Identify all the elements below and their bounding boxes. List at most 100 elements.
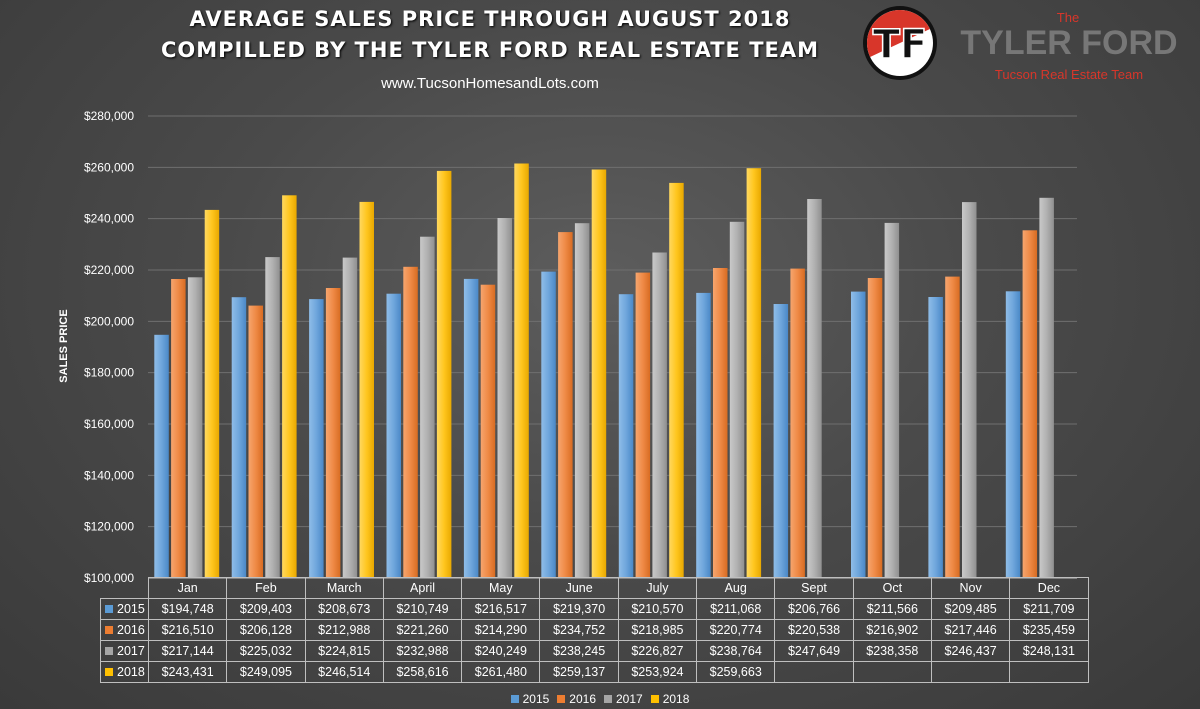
data-label: $208,673 [304,598,384,620]
bar-2017-nov [962,202,977,578]
data-label: $206,766 [774,598,854,620]
legend-label: 2018 [662,692,690,706]
x-tick-label: April [382,577,463,599]
x-tick-label: Aug [696,577,776,599]
x-tick-label: Feb [226,577,306,599]
table-row-header: 2018 [100,661,149,683]
x-tick-label: Nov [930,577,1011,599]
y-tick-label: $260,000 [84,160,134,174]
data-label: $211,566 [852,598,932,620]
series-name: 2015 [117,602,145,616]
x-tick-label: Sept [774,577,854,599]
table-row: 2016 $216,510 $206,128 $212,988 $221,260 $214… [100,619,1089,641]
logo-badge-text: TF [873,22,928,68]
bar-2016-feb [248,305,263,578]
data-label: $248,131 [1009,640,1089,662]
data-label: $232,988 [382,640,463,662]
data-label: $194,748 [147,598,228,620]
y-tick-label: $180,000 [84,366,134,380]
data-label: $235,459 [1009,619,1089,641]
bar-2016-april [403,266,418,578]
data-label: $246,437 [930,640,1011,662]
bar-2016-march [325,288,341,578]
data-label: $214,290 [461,619,541,641]
data-label [774,661,854,683]
x-tick-label: June [539,577,619,599]
series-swatch [105,647,113,655]
bar-2018-july [669,182,684,578]
bar-2018-march [359,201,374,578]
bar-2015-aug [696,292,711,578]
bar-2016-june [558,232,573,578]
x-tick-label: Jan [147,577,228,599]
bar-2016-oct [867,278,883,578]
legend-item: 2016 [557,692,596,706]
data-label: $243,431 [147,661,228,683]
series-swatch [105,626,113,634]
bar-2015-dec [1005,291,1021,578]
data-label: $247,649 [774,640,854,662]
table-row: 2015 $194,748 $209,403 $208,673 $210,749 $216… [100,598,1089,620]
legend-label: 2016 [569,692,596,706]
x-tick-label: May [461,577,541,599]
data-label: $261,480 [461,661,541,683]
bar-2018-june [591,169,607,578]
bar-2015-nov [928,297,943,578]
table-row: 2017 $217,144 $225,032 $224,815 $232,988 $240… [100,640,1089,662]
data-label: $253,924 [617,661,698,683]
data-label: $249,095 [226,661,306,683]
bar-2018-jan [204,209,220,578]
bar-2018-aug [746,168,762,578]
data-label [1009,661,1089,683]
legend-item: 2018 [650,692,690,706]
data-label: $246,514 [304,661,384,683]
bar-2017-july [652,252,667,578]
x-tick-label: July [617,577,698,599]
data-label: $225,032 [226,640,306,662]
data-label: $206,128 [226,619,306,641]
bar-2017-june [574,223,590,578]
bar-2015-oct [851,291,866,578]
data-label: $212,988 [304,619,384,641]
data-label: $238,764 [696,640,776,662]
bar-2017-march [342,257,358,578]
table-row-header: 2016 [100,619,149,641]
legend-swatch [510,695,519,703]
bar-2018-april [436,170,452,578]
bar-2016-aug [713,268,728,578]
data-label: $226,827 [617,640,698,662]
data-label: $220,774 [696,619,776,641]
bar-2015-july [618,294,634,578]
data-table: Jan Feb March April May June July Aug Sept Oct Nov… [100,577,1089,683]
y-tick-label: $140,000 [84,468,134,482]
table-row-header: 2017 [100,640,149,662]
bar-2017-april [420,236,435,578]
bar-2015-march [309,299,324,578]
bar-2016-july [635,272,651,578]
data-label: $218,985 [617,619,698,641]
series-name: 2018 [117,665,145,679]
website-link[interactable]: www.TucsonHomesandLots.com [381,75,599,92]
y-axis-label: SALES PRICE [58,309,70,383]
legend: 2015 2016 2017 2018 [0,692,1200,706]
x-tick-label: Oct [852,577,932,599]
data-label: $209,403 [226,598,306,620]
y-tick-label: $220,000 [84,263,134,277]
data-label: $219,370 [539,598,619,620]
logo-name: TYLER FORD [960,24,1178,62]
bar-2016-nov [945,276,960,578]
y-tick-label: $120,000 [84,520,134,534]
chart-title: AVERAGE SALES PRICE THROUGH AUGUST 2018 [189,7,791,31]
bar-2015-feb [231,297,247,578]
bar-2015-may [463,278,479,578]
series-swatch [105,605,113,613]
data-label: $238,245 [539,640,619,662]
legend-swatch [650,695,659,703]
bar-2015-april [386,293,401,578]
table-row-header: 2015 [100,598,149,620]
bar-2017-sept [807,199,822,578]
logo-the: The [1056,10,1080,25]
y-tick-label: $280,000 [84,109,134,123]
tyler-ford-logo: TF [863,6,937,80]
bar-2016-may [480,284,496,578]
